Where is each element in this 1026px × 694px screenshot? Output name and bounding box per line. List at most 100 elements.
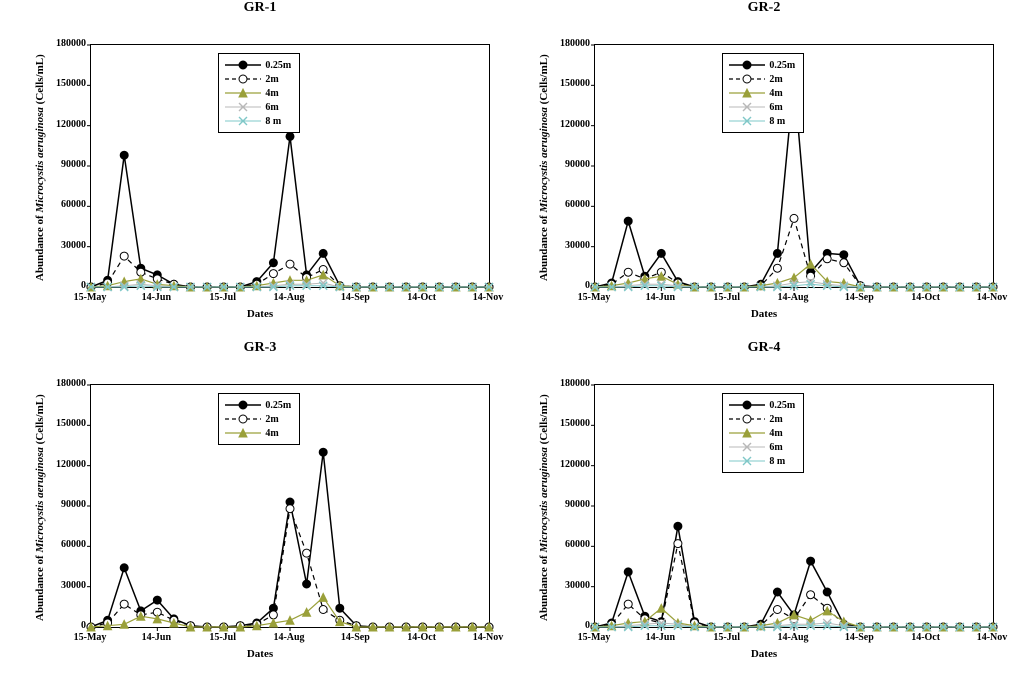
legend-swatch — [729, 101, 765, 113]
ytick-label: 120000 — [540, 459, 590, 470]
legend-swatch — [729, 59, 765, 71]
x-axis-label: Dates — [20, 648, 500, 660]
legend-label: 6m — [769, 102, 782, 113]
ytick-label: 0 — [540, 280, 590, 291]
xtick-label: 14-Sep — [837, 292, 881, 303]
legend-label: 2m — [265, 74, 278, 85]
xtick-label: 14-Aug — [267, 292, 311, 303]
ytick-label: 60000 — [540, 539, 590, 550]
legend-item: 4m — [225, 86, 291, 100]
legend-label: 4m — [769, 428, 782, 439]
legend-label: 0.25m — [769, 400, 795, 411]
legend-item: 4m — [225, 426, 291, 440]
legend-item: 2m — [729, 72, 795, 86]
ytick-label: 180000 — [36, 378, 86, 389]
xtick-label: 14-Aug — [771, 632, 815, 643]
legend-swatch — [225, 115, 261, 127]
legend-label: 4m — [769, 88, 782, 99]
xtick-label: 14-Jun — [134, 292, 178, 303]
plot-area: 0.25m 2m 4m 6m 8 m — [594, 44, 994, 288]
legend-label: 8 m — [265, 116, 281, 127]
xtick-label: 14-Jun — [638, 292, 682, 303]
legend-swatch — [729, 73, 765, 85]
ytick-label: 30000 — [540, 240, 590, 251]
legend-swatch — [225, 59, 261, 71]
ytick-label: 0 — [36, 280, 86, 291]
ytick-label: 90000 — [36, 159, 86, 170]
legend-swatch — [225, 427, 261, 439]
xtick-label: 14-Sep — [333, 292, 377, 303]
legend-item: 2m — [225, 72, 291, 86]
legend-box: 0.25m 2m 4m 6m 8 m — [722, 53, 804, 133]
legend-item: 8 m — [225, 114, 291, 128]
ytick-label: 0 — [540, 620, 590, 631]
legend-swatch — [729, 455, 765, 467]
x-axis-label: Dates — [524, 308, 1004, 320]
legend-swatch — [225, 101, 261, 113]
x-axis-label: Dates — [524, 648, 1004, 660]
legend-item: 6m — [225, 100, 291, 114]
xtick-label: 15-Jul — [201, 292, 245, 303]
xtick-label: 14-Jun — [134, 632, 178, 643]
legend-item: 0.25m — [225, 58, 291, 72]
xtick-label: 14-Aug — [267, 632, 311, 643]
ytick-label: 150000 — [540, 78, 590, 89]
ytick-label: 60000 — [36, 539, 86, 550]
legend-item: 4m — [729, 86, 795, 100]
legend-label: 0.25m — [769, 60, 795, 71]
xtick-label: 15-Jul — [705, 632, 749, 643]
legend-label: 8 m — [769, 116, 785, 127]
ytick-label: 150000 — [36, 78, 86, 89]
xtick-label: 14-Nov — [466, 632, 510, 643]
xtick-label: 15-May — [572, 632, 616, 643]
legend-box: 0.25m 2m 4m 6m 8 m — [722, 393, 804, 473]
panel-title: GR-2 — [524, 0, 1004, 16]
ytick-label: 90000 — [540, 499, 590, 510]
xtick-label: 15-Jul — [705, 292, 749, 303]
legend-label: 8 m — [769, 456, 785, 467]
legend-item: 6m — [729, 100, 795, 114]
ytick-label: 180000 — [540, 38, 590, 49]
ytick-label: 150000 — [540, 418, 590, 429]
legend-swatch — [225, 73, 261, 85]
legend-swatch — [729, 115, 765, 127]
ytick-label: 30000 — [36, 580, 86, 591]
legend-label: 2m — [265, 414, 278, 425]
ytick-label: 90000 — [36, 499, 86, 510]
xtick-label: 14-Jun — [638, 632, 682, 643]
legend-label: 2m — [769, 414, 782, 425]
plot-area: 0.25m 2m 4m 6m 8 m — [594, 384, 994, 628]
xtick-label: 14-Nov — [970, 632, 1014, 643]
plot-area: 0.25m 2m 4m — [90, 384, 490, 628]
ytick-label: 60000 — [36, 199, 86, 210]
legend-label: 6m — [265, 102, 278, 113]
panel-title: GR-3 — [20, 340, 500, 356]
ytick-label: 120000 — [36, 459, 86, 470]
panel-GR2: GR-2 Abundance of Microcystis aeruginosa… — [524, 20, 1004, 340]
legend-item: 2m — [729, 412, 795, 426]
panel-title: GR-4 — [524, 340, 1004, 356]
legend-item: 4m — [729, 426, 795, 440]
legend-swatch — [729, 413, 765, 425]
xtick-label: 15-May — [68, 292, 112, 303]
xtick-label: 14-Sep — [333, 632, 377, 643]
legend-item: 0.25m — [729, 58, 795, 72]
ytick-label: 60000 — [540, 199, 590, 210]
legend-box: 0.25m 2m 4m 6m 8 m — [218, 53, 300, 133]
xtick-label: 14-Nov — [466, 292, 510, 303]
legend-swatch — [729, 399, 765, 411]
xtick-label: 14-Sep — [837, 632, 881, 643]
panel-GR1: GR-1 Abundance of Microcystis aeruginosa… — [20, 20, 500, 340]
xtick-label: 15-Jul — [201, 632, 245, 643]
xtick-label: 14-Oct — [400, 632, 444, 643]
panel-GR3: GR-3 Abundance of Microcystis aeruginosa… — [20, 360, 500, 680]
legend-item: 8 m — [729, 454, 795, 468]
legend-swatch — [225, 87, 261, 99]
xtick-label: 14-Oct — [904, 632, 948, 643]
legend-label: 0.25m — [265, 400, 291, 411]
xtick-label: 14-Oct — [904, 292, 948, 303]
legend-label: 0.25m — [265, 60, 291, 71]
ytick-label: 180000 — [36, 38, 86, 49]
legend-label: 4m — [265, 88, 278, 99]
xtick-label: 14-Aug — [771, 292, 815, 303]
